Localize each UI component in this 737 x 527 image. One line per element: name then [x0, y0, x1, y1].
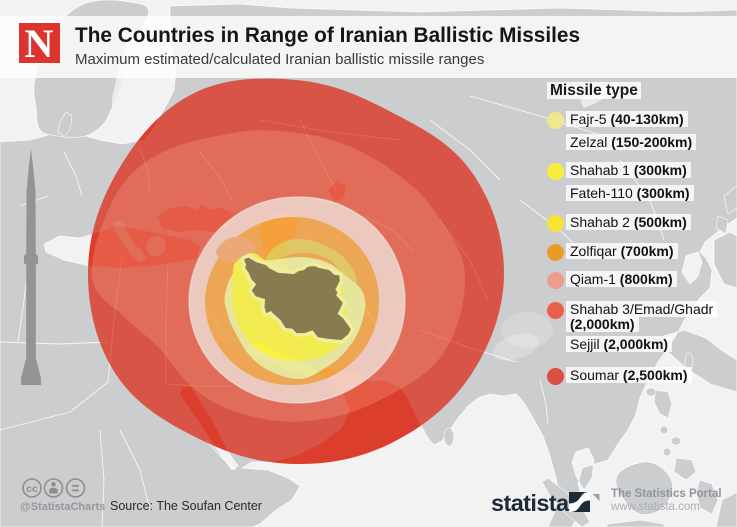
svg-text:cc: cc	[26, 483, 38, 495]
